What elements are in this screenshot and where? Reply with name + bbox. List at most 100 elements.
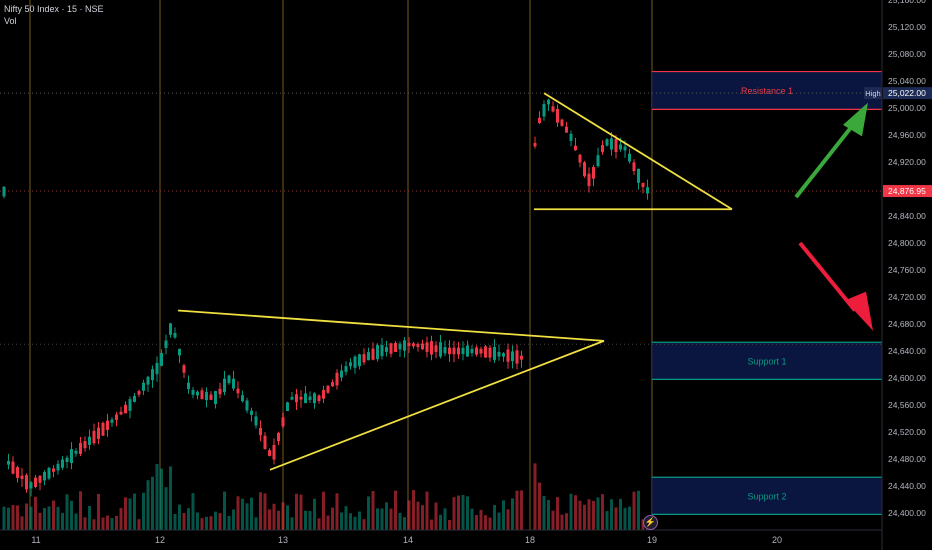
- volume-bar: [34, 496, 37, 530]
- price-tick-label: 24,640.00: [888, 346, 926, 356]
- candle-body: [214, 391, 217, 405]
- volume-bar: [146, 480, 150, 530]
- high-marker-tag: [864, 87, 882, 100]
- volume-bar: [583, 504, 586, 530]
- volume-bar: [214, 511, 217, 530]
- volume-bar: [344, 506, 348, 530]
- volume-bar: [461, 494, 465, 530]
- volume-bar: [394, 490, 397, 530]
- volume-bar: [353, 516, 357, 530]
- volume-bar: [326, 515, 330, 530]
- volume-bar: [569, 493, 573, 530]
- volume-bar: [470, 508, 474, 530]
- candle-body: [385, 347, 388, 352]
- volume-bar: [520, 490, 523, 530]
- candle-body: [205, 391, 208, 401]
- candle-body: [367, 352, 370, 361]
- volume-bar: [452, 497, 456, 530]
- volume-bar: [533, 463, 537, 530]
- candle-body: [542, 104, 546, 117]
- candle-body: [335, 372, 339, 386]
- volume-bar: [110, 518, 114, 530]
- volume-bar: [484, 515, 487, 530]
- down-arrow-shaft: [798, 241, 857, 312]
- candle-body: [601, 145, 604, 152]
- time-tick-label: 13: [278, 535, 288, 545]
- candle-body: [443, 347, 447, 354]
- volume-bar: [587, 499, 591, 530]
- volume-bar: [632, 491, 636, 530]
- volume-bar: [16, 505, 19, 530]
- volume-bar: [439, 514, 442, 530]
- price-tick-label: 24,520.00: [888, 427, 926, 437]
- volume-bar: [358, 511, 361, 530]
- candle-body: [259, 427, 262, 436]
- candle-body: [223, 378, 226, 393]
- price-tick-label: 25,160.00: [888, 0, 926, 5]
- price-tick-label: 24,600.00: [888, 373, 926, 383]
- candle-body: [421, 343, 424, 350]
- price-tick-label: 24,800.00: [888, 238, 926, 248]
- volume-bar: [637, 490, 640, 530]
- candle-body: [263, 435, 267, 449]
- candle-body: [623, 146, 627, 151]
- volume-bar: [335, 493, 339, 530]
- candle-body: [416, 344, 420, 348]
- volume-bar: [254, 517, 258, 530]
- candle-body: [47, 467, 51, 479]
- candle-body: [506, 349, 510, 362]
- candle-body: [299, 396, 303, 400]
- candle-body: [358, 354, 361, 367]
- volume-bar: [164, 487, 168, 530]
- volume-bar: [43, 507, 46, 530]
- high-price-tag: [883, 87, 932, 100]
- candle-body: [457, 347, 460, 355]
- price-tick-label: 24,840.00: [888, 211, 926, 221]
- candle-body: [286, 402, 289, 412]
- time-tick-label: 14: [403, 535, 413, 545]
- candle-body: [349, 362, 352, 367]
- candle-body: [533, 142, 537, 147]
- candle-body: [403, 340, 406, 351]
- candle-body: [596, 155, 600, 167]
- volume-bar: [182, 513, 186, 530]
- candle-body: [241, 395, 244, 402]
- candle-body: [146, 376, 150, 385]
- volume-bar: [20, 516, 24, 530]
- price-tick-label: 24,560.00: [888, 400, 926, 410]
- candle-body: [569, 133, 573, 141]
- volume-bar: [277, 510, 280, 530]
- volume-bar: [493, 504, 496, 530]
- volume-bar: [403, 517, 406, 530]
- candle-body: [371, 348, 375, 360]
- candle-body: [119, 411, 123, 415]
- candle-body: [169, 323, 172, 335]
- volume-bar: [268, 509, 271, 530]
- volume-bar: [443, 508, 447, 530]
- zone-label: Resistance 1: [741, 86, 793, 96]
- candle-body: [484, 346, 487, 358]
- candle-body: [322, 389, 325, 399]
- candle-body: [412, 343, 415, 347]
- candle-body: [160, 353, 163, 366]
- candle-body: [74, 450, 78, 454]
- candle-body: [493, 346, 496, 360]
- price-tick-label: 25,080.00: [888, 49, 926, 59]
- volume-bar: [61, 512, 64, 530]
- volume-bar: [56, 506, 60, 530]
- volume-bar: [506, 509, 510, 530]
- price-tick-label: 24,760.00: [888, 265, 926, 275]
- price-tick-label: 24,720.00: [888, 292, 926, 302]
- lightning-icon[interactable]: ⚡: [643, 515, 658, 530]
- volume-bar: [304, 510, 307, 530]
- candle-body: [79, 442, 82, 454]
- volume-bar: [160, 468, 163, 530]
- price-tick-label: 24,400.00: [888, 508, 926, 518]
- trendline: [269, 340, 605, 471]
- volume-bar: [101, 517, 105, 530]
- volume-bar: [200, 518, 204, 530]
- volume-bar: [178, 504, 181, 530]
- volume-bar: [281, 502, 285, 530]
- symbol-title[interactable]: Nifty 50 Index · 15 · NSE: [4, 4, 104, 14]
